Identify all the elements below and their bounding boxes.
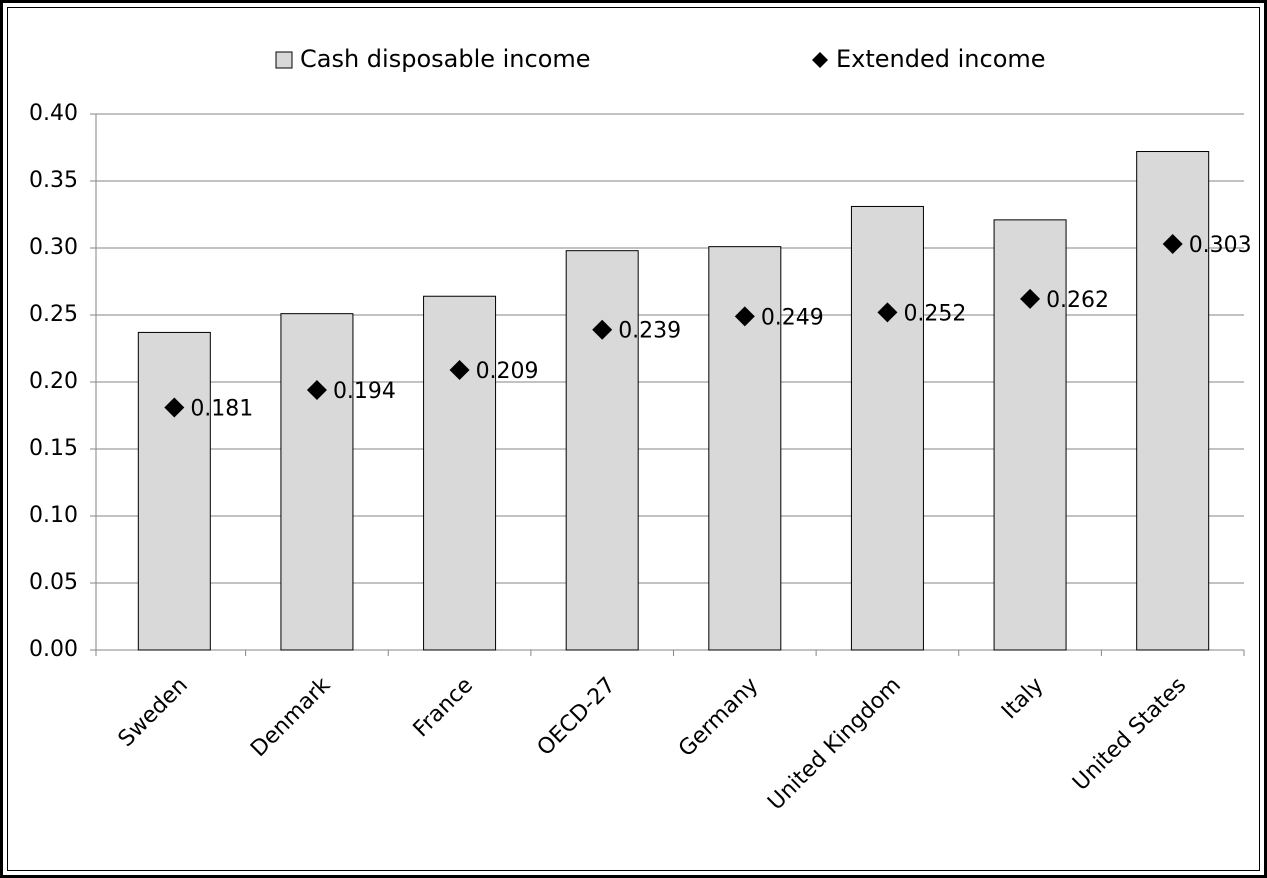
y-tick-label: 0.00 <box>29 637 78 662</box>
bar <box>137 331 211 651</box>
data-label: 0.252 <box>903 301 966 326</box>
marker <box>306 380 327 401</box>
x-tick-label: Germany <box>674 673 763 762</box>
data-label: 0.262 <box>1046 288 1109 313</box>
data-label: 0.249 <box>761 305 824 330</box>
marker <box>1162 233 1183 254</box>
marker <box>877 302 898 323</box>
marker <box>734 306 755 327</box>
legend-label: Extended income <box>836 45 1046 73</box>
y-tick-label: 0.20 <box>29 369 78 394</box>
y-tick-label: 0.30 <box>29 235 78 260</box>
marker <box>1020 288 1041 309</box>
data-label: 0.239 <box>618 319 681 344</box>
y-tick-label: 0.35 <box>29 168 78 193</box>
marker <box>592 319 613 340</box>
legend-swatch <box>275 51 293 69</box>
legend-swatch <box>812 52 828 68</box>
bar <box>993 219 1067 651</box>
bar <box>423 295 497 651</box>
data-label: 0.303 <box>1189 233 1252 258</box>
x-tick-label: OECD-27 <box>533 673 621 761</box>
x-tick-label: France <box>409 673 478 742</box>
y-tick-label: 0.05 <box>29 570 78 595</box>
bar <box>565 250 639 651</box>
data-label: 0.209 <box>476 359 539 384</box>
x-tick-label: Denmark <box>246 673 335 762</box>
legend-label: Cash disposable income <box>300 45 591 73</box>
x-tick-label: Italy <box>997 673 1048 724</box>
data-label: 0.194 <box>333 379 396 404</box>
data-label: 0.181 <box>190 396 253 421</box>
y-tick-label: 0.25 <box>29 302 78 327</box>
bar <box>1136 151 1210 651</box>
y-tick-label: 0.15 <box>29 436 78 461</box>
bar <box>280 313 354 651</box>
x-tick-label: Sweden <box>114 673 193 752</box>
bar <box>850 205 924 651</box>
y-tick-label: 0.40 <box>29 101 78 126</box>
x-tick-label: United Kingdom <box>763 673 906 816</box>
marker <box>164 397 185 418</box>
inner-frame <box>7 7 1260 871</box>
y-tick-label: 0.10 <box>29 503 78 528</box>
x-tick-label: United States <box>1068 673 1191 796</box>
marker <box>449 359 470 380</box>
